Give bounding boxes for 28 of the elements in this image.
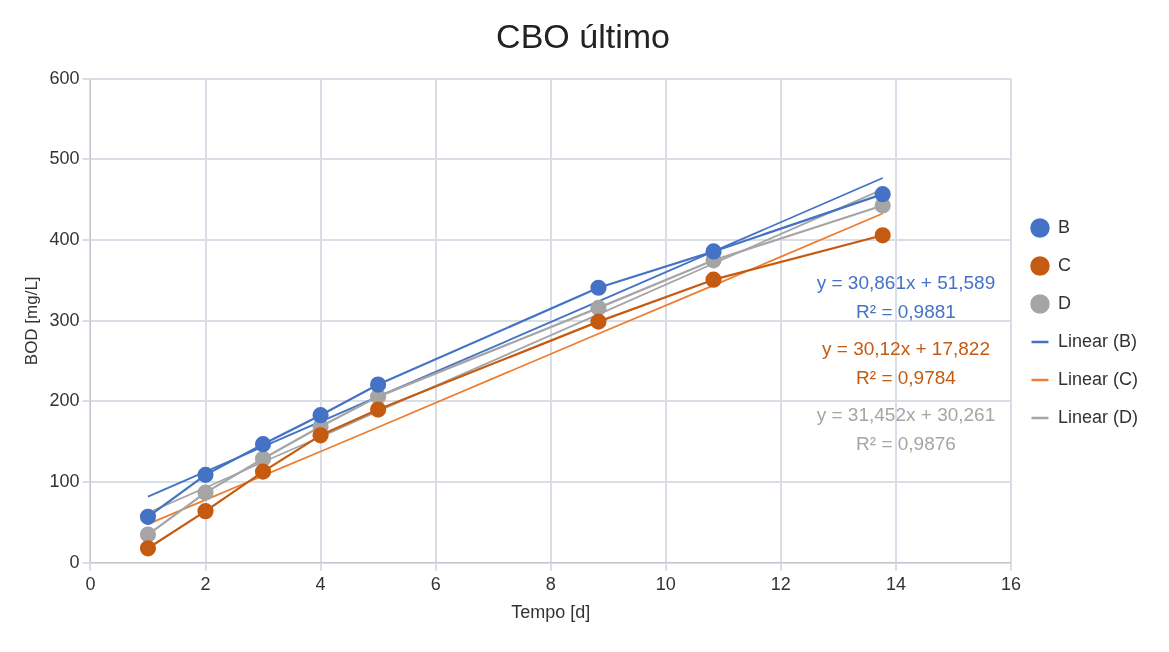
y-tick-label: 100 [49, 471, 80, 492]
legend-label: B [1057, 216, 1070, 237]
y-tick-label: 300 [49, 309, 80, 330]
x-axis-title: Tempo [d] [511, 602, 591, 623]
x-tick-label: 0 [85, 573, 96, 594]
annotation: y = 30,861x + 51,589 R² = 0,9881 [816, 272, 996, 323]
x-tick-label: 8 [545, 573, 556, 594]
legend-label: Linear (B) [1057, 330, 1138, 351]
x-tick-label: 10 [655, 573, 676, 594]
y-tick-label: 0 [69, 551, 80, 572]
legend-label: Linear (C) [1057, 368, 1139, 389]
annotation: y = 31,452x + 30,261 R² = 0,9876 [816, 404, 996, 455]
y-axis-title: BOD [mg/L] [21, 276, 41, 366]
chart-title: CBO último [496, 16, 670, 55]
x-tick-label: 2 [200, 573, 211, 594]
annotation: y = 30,12x + 17,822 R² = 0,9784 [821, 338, 990, 389]
x-tick-label: 14 [885, 573, 906, 594]
x-tick-label: 4 [315, 573, 326, 594]
x-tick-label: 16 [1000, 573, 1021, 594]
y-tick-label: 600 [49, 67, 80, 88]
legend-label: C [1057, 254, 1071, 275]
x-tick-label: 6 [430, 573, 441, 594]
y-tick-label: 500 [49, 148, 80, 169]
y-tick-label: 200 [49, 390, 80, 411]
legend-label: D [1057, 292, 1071, 313]
x-tick-label: 12 [770, 573, 791, 594]
legend-label: Linear (D) [1057, 406, 1139, 427]
y-tick-label: 400 [49, 229, 80, 250]
